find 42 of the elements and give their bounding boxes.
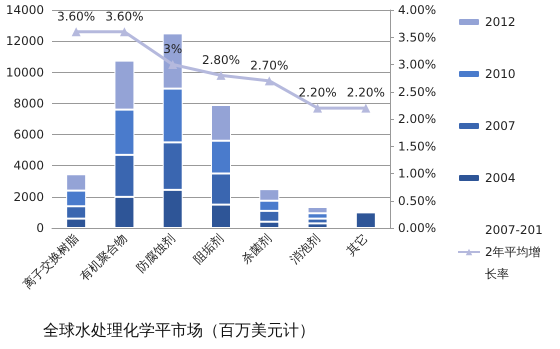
legend-label: 2007 xyxy=(485,119,516,133)
point xyxy=(120,27,129,36)
legend-label: 2004 xyxy=(485,171,516,185)
y2-tick-label: 2.00% xyxy=(398,112,436,126)
y-tick-label: 12000 xyxy=(6,34,44,48)
legend-label: 2010 xyxy=(485,67,516,81)
legend-label: 2007-2012年平均增长率 xyxy=(485,223,543,281)
bar xyxy=(356,212,376,228)
y2-tick-label: 2.50% xyxy=(398,84,436,99)
x-tick-label: 阻垢剂 xyxy=(190,231,226,266)
x-tick-label: 消泡剂 xyxy=(287,231,323,266)
data-label: 2.80% xyxy=(202,52,240,67)
y-tick-label: 8000 xyxy=(13,96,44,110)
point xyxy=(72,27,81,36)
y-tick-label: 4000 xyxy=(13,158,44,173)
data-label: 3.60% xyxy=(57,9,96,24)
legend-label: 2012 xyxy=(485,15,516,29)
data-label: 2.70% xyxy=(250,58,288,72)
point xyxy=(264,76,274,86)
y2-tick-label: 1.50% xyxy=(398,139,436,154)
y-tick-label: 14000 xyxy=(6,3,44,17)
data-label: 3.60% xyxy=(105,9,144,24)
x-tick-label: 其它 xyxy=(344,231,371,258)
y2-tick-label: 0.00% xyxy=(398,221,436,235)
data-label: 2.20% xyxy=(346,86,385,100)
point xyxy=(313,104,322,113)
x-tick-label: 防腐蚀剂 xyxy=(134,231,178,275)
y2-tick-label: 1.00% xyxy=(398,166,436,180)
data-label: 3% xyxy=(163,42,182,56)
point xyxy=(216,70,226,80)
y2-tick-label: 3.00% xyxy=(398,58,436,72)
y2-tick-label: 4.00% xyxy=(398,3,436,17)
y2-tick-label: 0.50% xyxy=(398,194,436,208)
y2-tick-label: 3.50% xyxy=(398,30,436,44)
text: 全球水处理化学平市场（百万美元计） xyxy=(43,320,315,340)
point xyxy=(168,60,178,69)
data-label: 2.20% xyxy=(298,86,337,100)
y-tick-label: 2000 xyxy=(13,190,44,204)
point xyxy=(361,104,370,113)
y-tick-label: 10000 xyxy=(6,65,44,80)
y-tick-label: 6000 xyxy=(13,128,44,142)
x-tick-label: 杀菌剂 xyxy=(238,231,274,266)
